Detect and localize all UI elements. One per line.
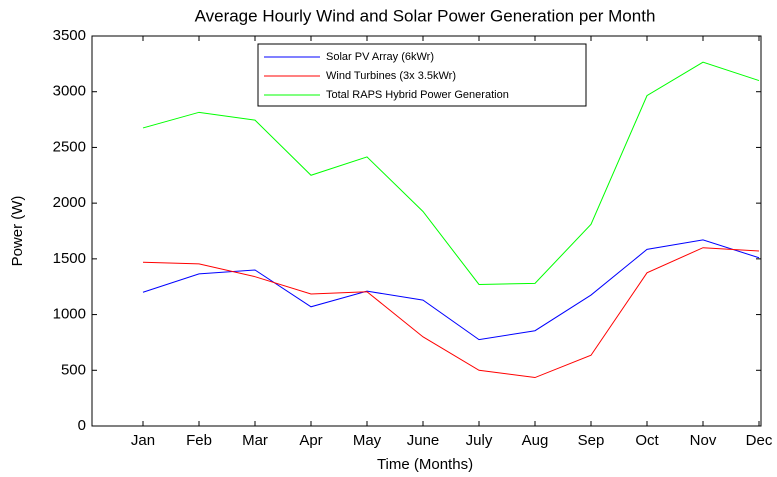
x-tick-label: Feb xyxy=(186,432,212,449)
y-tick-label: 0 xyxy=(78,417,86,434)
y-tick-label: 2500 xyxy=(53,138,86,155)
legend-box xyxy=(257,43,587,107)
y-tick-label: 1500 xyxy=(53,250,86,267)
y-tick-label: 2000 xyxy=(53,194,86,211)
y-tick-label: 3000 xyxy=(53,83,86,100)
plot-frame xyxy=(91,35,762,427)
series-line xyxy=(142,61,760,285)
x-tick-label: Oct xyxy=(635,432,659,449)
y-tick-label: 3500 xyxy=(53,27,86,44)
x-tick-label: Apr xyxy=(299,432,322,449)
y-axis-label: Power (W) xyxy=(9,196,26,267)
legend-label: Solar PV Array (6kWr) xyxy=(326,51,434,63)
legend-label: Wind Turbines (3x 3.5kWr) xyxy=(326,70,456,82)
chart-title: Average Hourly Wind and Solar Power Gene… xyxy=(195,6,656,25)
x-tick-label: May xyxy=(353,432,382,449)
y-tick-label: 1000 xyxy=(53,306,86,323)
x-tick-label: Nov xyxy=(690,432,717,449)
series-line xyxy=(142,247,760,379)
x-tick-label: Jan xyxy=(131,432,155,449)
series-line xyxy=(142,239,760,341)
x-tick-label: Mar xyxy=(242,432,268,449)
x-tick-label: June xyxy=(407,432,440,449)
x-tick-label: July xyxy=(466,432,493,449)
legend-label: Total RAPS Hybrid Power Generation xyxy=(326,89,509,101)
x-tick-label: Sep xyxy=(578,432,605,449)
x-tick-label: Aug xyxy=(522,432,549,449)
x-axis-label: Time (Months) xyxy=(377,456,473,473)
x-tick-label: Dec xyxy=(746,432,773,449)
y-tick-label: 500 xyxy=(61,361,86,378)
